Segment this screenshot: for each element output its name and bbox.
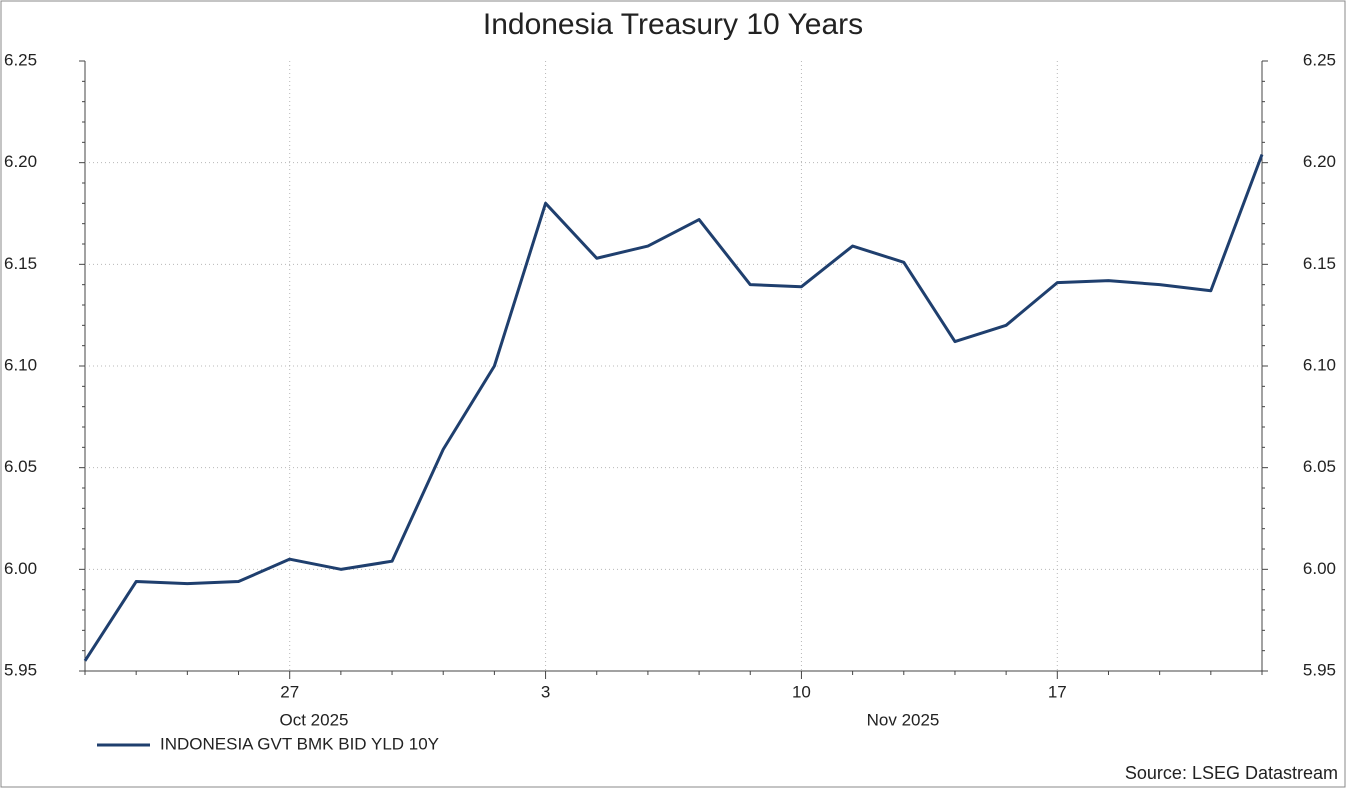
y2-tick-label: 6.10 [1303,355,1336,374]
x-tick-label: 27 [280,682,299,701]
y-tick-label: 6.20 [4,152,37,171]
y-tick-label: 5.95 [4,660,37,679]
source-note: Source: LSEG Datastream [1125,763,1338,783]
y2-tick-label: 6.05 [1303,457,1336,476]
y2-tick-label: 6.20 [1303,152,1336,171]
y2-tick-label: 6.15 [1303,254,1336,273]
legend-label: INDONESIA GVT BMK BID YLD 10Y [160,734,439,753]
y-tick-label: 6.15 [4,254,37,273]
y-tick-label: 6.10 [4,355,37,374]
line-series [83,154,1264,662]
y-tick-label: 6.00 [4,559,37,578]
month-label: Oct 2025 [280,710,349,729]
x-tick-label: 17 [1048,682,1067,701]
month-label: Nov 2025 [867,710,940,729]
x-tick-label: 3 [541,682,550,701]
y2-tick-label: 6.00 [1303,559,1336,578]
y2-tick-label: 6.25 [1303,50,1336,69]
chart-title: Indonesia Treasury 10 Years [483,8,863,41]
y-tick-label: 6.25 [4,50,37,69]
x-tick-label: 10 [792,682,811,701]
y2-tick-label: 5.95 [1303,660,1336,679]
y-tick-label: 6.05 [4,457,37,476]
